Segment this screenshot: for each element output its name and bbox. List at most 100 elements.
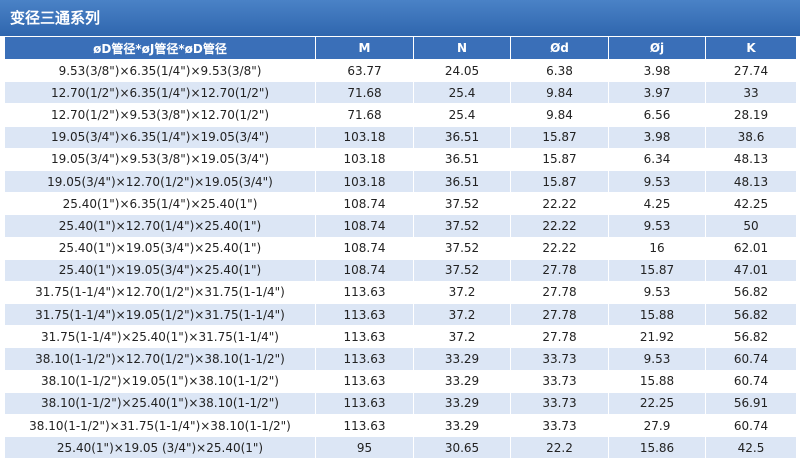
table-row: 19.05(3/4")×6.35(1/4")×19.05(3/4") 103.18… [4, 125, 797, 149]
table-cell: 48.13 [705, 169, 797, 194]
table-cell: 42.25 [705, 192, 797, 216]
table-row: 31.75(1-1/4")×12.70(1/2")×31.75(1-1/4") 1… [4, 280, 797, 305]
title-bar: 变径三通系列 [0, 0, 800, 36]
table-cell: 4.25 [608, 192, 706, 216]
table-cell: 33.29 [413, 369, 511, 393]
table-cell: 27.78 [510, 303, 609, 327]
table-row: 12.70(1/2")×9.53(3/8")×12.70(1/2") 71.68 2… [4, 103, 797, 127]
table-cell: 103.18 [315, 125, 414, 149]
table-cell: 38.10(1-1/2")×25.40(1")×38.10(1-1/2") [4, 391, 316, 416]
table-cell: 16 [608, 236, 706, 260]
table-cell: 36.51 [413, 147, 511, 171]
column-header: N [413, 36, 511, 60]
table-cell: 25.4 [413, 103, 511, 127]
table-cell: 95 [315, 436, 414, 458]
table-cell: 71.68 [315, 103, 414, 127]
table-cell: 25.40(1")×19.05 (3/4")×25.40(1") [4, 436, 316, 458]
table-cell: 12.70(1/2")×6.35(1/4")×12.70(1/2") [4, 81, 316, 105]
table-cell: 37.2 [413, 280, 511, 305]
table-cell: 60.74 [705, 369, 797, 393]
table-cell: 56.82 [705, 303, 797, 327]
table-cell: 33.73 [510, 391, 609, 416]
table-cell: 37.52 [413, 258, 511, 282]
table-cell: 62.01 [705, 236, 797, 260]
table-row: 19.05(3/4")×9.53(3/8")×19.05(3/4") 103.18… [4, 147, 797, 171]
table-cell: 108.74 [315, 236, 414, 260]
column-header: øD管径*øJ管径*øD管径 [4, 36, 316, 60]
table-cell: 27.78 [510, 258, 609, 282]
table-cell: 22.2 [510, 436, 609, 458]
table-cell: 38.10(1-1/2")×12.70(1/2")×38.10(1-1/2") [4, 347, 316, 371]
column-header: Ød [510, 36, 609, 60]
table-cell: 108.74 [315, 214, 414, 238]
table-cell: 113.63 [315, 347, 414, 371]
table-cell: 38.6 [705, 125, 797, 149]
table-cell: 25.40(1")×6.35(1/4")×25.40(1") [4, 192, 316, 216]
table-cell: 25.40(1")×19.05(3/4")×25.40(1") [4, 236, 316, 260]
table-cell: 31.75(1-1/4")×12.70(1/2")×31.75(1-1/4") [4, 280, 316, 305]
column-header: M [315, 36, 414, 60]
table-cell: 56.82 [705, 325, 797, 349]
table-body: 9.53(3/8")×6.35(1/4")×9.53(3/8") 63.77 24.… [4, 58, 797, 458]
table-row: 25.40(1")×19.05 (3/4")×25.40(1") 95 30.65 2… [4, 436, 797, 458]
table-cell: 113.63 [315, 369, 414, 393]
table-cell: 9.84 [510, 103, 609, 127]
header-row: øD管径*øJ管径*øD管径 M N Ød Øj K [4, 36, 797, 60]
table-cell: 56.91 [705, 391, 797, 416]
table-cell: 103.18 [315, 147, 414, 171]
spec-table: øD管径*øJ管径*øD管径 M N Ød Øj K 9.53(3/8")×6.35(1/… [4, 36, 797, 458]
table-cell: 56.82 [705, 280, 797, 305]
table-cell: 15.87 [608, 258, 706, 282]
table-cell: 108.74 [315, 192, 414, 216]
table-cell: 25.40(1")×12.70(1/4")×25.40(1") [4, 214, 316, 238]
table-cell: 22.25 [608, 391, 706, 416]
table-cell: 27.74 [705, 58, 797, 83]
table-cell: 30.65 [413, 436, 511, 458]
table-cell: 9.53(3/8")×6.35(1/4")×9.53(3/8") [4, 58, 316, 83]
table-cell: 25.40(1")×19.05(3/4")×25.40(1") [4, 258, 316, 282]
table-cell: 33 [705, 81, 797, 105]
table-row: 31.75(1-1/4")×25.40(1")×31.75(1-1/4") 113… [4, 325, 797, 349]
column-header: K [705, 36, 797, 60]
table-cell: 33.29 [413, 347, 511, 371]
table-row: 12.70(1/2")×6.35(1/4")×12.70(1/2") 71.68 2… [4, 81, 797, 105]
table-cell: 48.13 [705, 147, 797, 171]
table-cell: 113.63 [315, 391, 414, 416]
table-cell: 113.63 [315, 303, 414, 327]
table-cell: 21.92 [608, 325, 706, 349]
table-cell: 37.52 [413, 192, 511, 216]
table-row: 9.53(3/8")×6.35(1/4")×9.53(3/8") 63.77 24.… [4, 58, 797, 83]
column-header: Øj [608, 36, 706, 60]
table-cell: 15.87 [510, 125, 609, 149]
table-cell: 37.2 [413, 325, 511, 349]
table-cell: 24.05 [413, 58, 511, 83]
table-cell: 9.53 [608, 214, 706, 238]
table-cell: 12.70(1/2")×9.53(3/8")×12.70(1/2") [4, 103, 316, 127]
table-cell: 28.19 [705, 103, 797, 127]
table-cell: 15.87 [510, 169, 609, 194]
table-cell: 37.2 [413, 303, 511, 327]
table-cell: 63.77 [315, 58, 414, 83]
table-cell: 27.78 [510, 325, 609, 349]
table-cell: 22.22 [510, 214, 609, 238]
table-row: 38.10(1-1/2")×31.75(1-1/4")×38.10(1-1/2"… [4, 413, 797, 438]
table-cell: 36.51 [413, 125, 511, 149]
table-cell: 6.56 [608, 103, 706, 127]
table-cell: 103.18 [315, 169, 414, 194]
table-cell: 27.78 [510, 280, 609, 305]
table-cell: 108.74 [315, 258, 414, 282]
table-row: 31.75(1-1/4")×19.05(1/2")×31.75(1-1/4") 1… [4, 303, 797, 327]
table-row: 38.10(1-1/2")×19.05(1")×38.10(1-1/2") 113… [4, 369, 797, 393]
table-cell: 37.52 [413, 214, 511, 238]
table-cell: 71.68 [315, 81, 414, 105]
table-row: 38.10(1-1/2")×25.40(1")×38.10(1-1/2") 113… [4, 391, 797, 416]
table-row: 25.40(1")×12.70(1/4")×25.40(1") 108.74 37.… [4, 214, 797, 238]
table-cell: 31.75(1-1/4")×25.40(1")×31.75(1-1/4") [4, 325, 316, 349]
table-cell: 60.74 [705, 347, 797, 371]
table-cell: 3.98 [608, 58, 706, 83]
table-cell: 6.34 [608, 147, 706, 171]
table-cell: 33.73 [510, 347, 609, 371]
table-cell: 9.84 [510, 81, 609, 105]
table-cell: 50 [705, 214, 797, 238]
